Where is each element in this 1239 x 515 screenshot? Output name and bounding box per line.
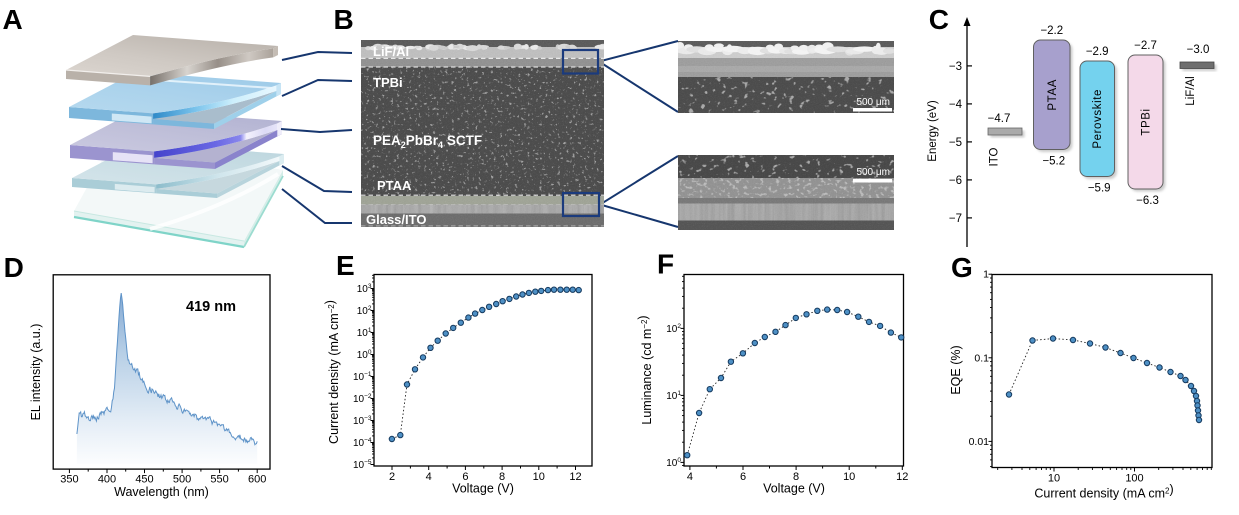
- svg-text:100: 100: [1125, 473, 1143, 485]
- svg-text:−5.2: −5.2: [1042, 156, 1065, 168]
- svg-text:100: 100: [666, 457, 681, 469]
- svg-text:EQE (%): EQE (%): [949, 345, 963, 394]
- svg-text:Voltage (V): Voltage (V): [763, 482, 825, 496]
- svg-text:10−4: 10−4: [353, 437, 372, 449]
- svg-text:−3.0: −3.0: [1187, 44, 1210, 56]
- svg-text:LiF/Al: LiF/Al: [1185, 76, 1197, 105]
- svg-text:550: 550: [210, 474, 228, 486]
- svg-text:−4: −4: [949, 99, 963, 111]
- svg-text:101: 101: [666, 390, 681, 402]
- svg-text:10: 10: [1048, 473, 1060, 485]
- svg-text:500 μm: 500 μm: [856, 97, 890, 108]
- svg-text:Current density (mA cm2): Current density (mA cm2): [1034, 483, 1173, 501]
- svg-text:−2.2: −2.2: [1040, 25, 1063, 37]
- svg-text:B: B: [334, 4, 354, 35]
- svg-text:C: C: [929, 4, 949, 35]
- svg-text:102: 102: [666, 323, 681, 335]
- svg-text:0.1: 0.1: [974, 352, 989, 364]
- svg-text:−5.9: −5.9: [1088, 183, 1111, 195]
- svg-text:−2.7: −2.7: [1134, 40, 1157, 52]
- svg-text:Current density (mA cm−2): Current density (mA cm−2): [323, 300, 341, 444]
- svg-text:4: 4: [687, 471, 693, 483]
- svg-text:Voltage (V): Voltage (V): [452, 482, 514, 496]
- svg-text:Energy (eV): Energy (eV): [927, 100, 939, 162]
- svg-text:12: 12: [569, 471, 581, 483]
- svg-text:Glass/ITO: Glass/ITO: [366, 212, 426, 227]
- svg-text:EL intensity (a.u.): EL intensity (a.u.): [29, 324, 43, 421]
- svg-text:500: 500: [173, 474, 191, 486]
- svg-text:TPBi: TPBi: [1141, 108, 1153, 135]
- svg-text:PTAA: PTAA: [377, 178, 412, 193]
- svg-text:0.01: 0.01: [969, 436, 990, 448]
- svg-text:A: A: [3, 4, 23, 35]
- svg-text:350: 350: [60, 474, 78, 486]
- svg-text:100: 100: [357, 349, 372, 361]
- svg-text:−4.7: −4.7: [988, 113, 1011, 125]
- svg-text:LiF/Al: LiF/Al: [373, 44, 409, 59]
- svg-text:102: 102: [357, 305, 372, 317]
- svg-text:400: 400: [98, 474, 116, 486]
- svg-text:419 nm: 419 nm: [186, 299, 236, 315]
- svg-text:−6.3: −6.3: [1136, 195, 1159, 207]
- svg-text:450: 450: [135, 474, 153, 486]
- svg-text:−7: −7: [949, 213, 962, 225]
- svg-text:600: 600: [248, 474, 266, 486]
- svg-text:−5: −5: [949, 137, 962, 149]
- svg-text:8: 8: [499, 471, 505, 483]
- svg-text:8: 8: [793, 471, 799, 483]
- svg-text:ITO: ITO: [989, 147, 1001, 166]
- svg-text:10−3: 10−3: [353, 415, 372, 427]
- svg-text:4: 4: [426, 471, 432, 483]
- svg-text:10−1: 10−1: [353, 371, 372, 383]
- svg-text:Wavelength (nm): Wavelength (nm): [114, 485, 209, 499]
- svg-text:Luminance (cd m−2): Luminance (cd m−2): [636, 315, 654, 424]
- svg-text:PTAA: PTAA: [1047, 79, 1059, 111]
- svg-text:6: 6: [462, 471, 468, 483]
- svg-text:−3: −3: [949, 61, 962, 73]
- svg-text:−2.9: −2.9: [1086, 46, 1109, 58]
- svg-text:6: 6: [740, 471, 746, 483]
- svg-text:2: 2: [389, 471, 395, 483]
- svg-text:103: 103: [357, 283, 372, 295]
- svg-text:1: 1: [983, 269, 989, 281]
- svg-text:−6: −6: [949, 175, 962, 187]
- svg-text:F: F: [657, 249, 674, 280]
- svg-text:10−5: 10−5: [353, 459, 372, 471]
- svg-text:E: E: [336, 250, 355, 281]
- svg-text:TPBi: TPBi: [373, 75, 403, 90]
- svg-text:101: 101: [357, 327, 372, 339]
- svg-text:12: 12: [896, 471, 908, 483]
- svg-text:10−2: 10−2: [353, 393, 372, 405]
- svg-text:G: G: [951, 252, 973, 283]
- svg-text:10: 10: [843, 471, 855, 483]
- svg-text:Perovskite: Perovskite: [1092, 89, 1104, 149]
- svg-text:500 μm: 500 μm: [856, 167, 890, 178]
- svg-text:PEA2PbBr4 SCTF: PEA2PbBr4 SCTF: [373, 133, 482, 150]
- svg-text:10: 10: [533, 471, 545, 483]
- svg-text:D: D: [4, 252, 24, 283]
